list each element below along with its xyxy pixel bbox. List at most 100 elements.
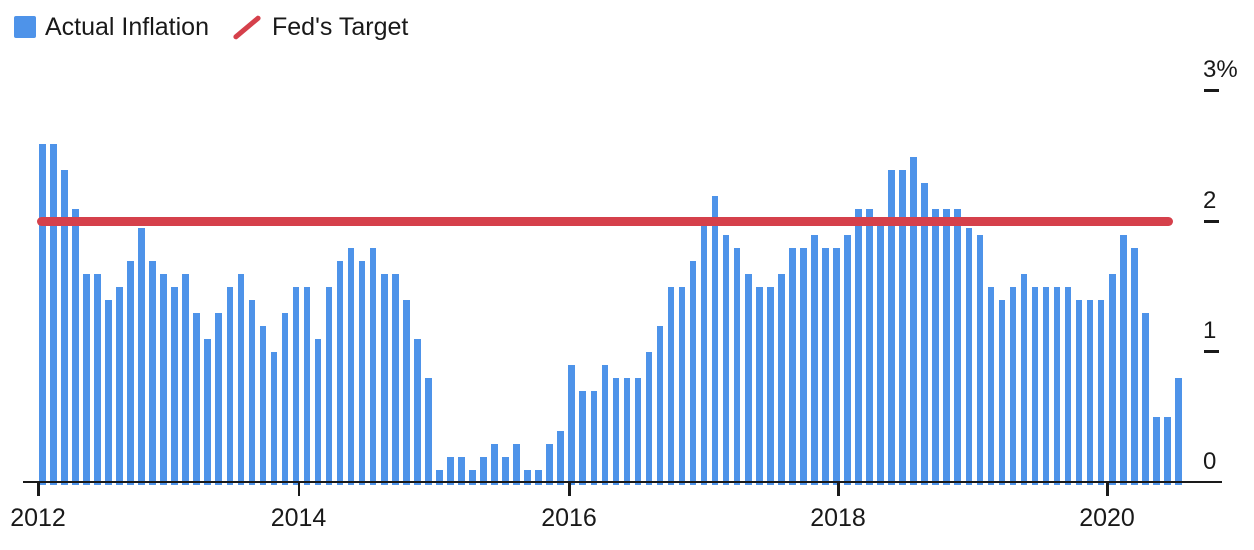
inflation-bar: [325, 287, 333, 485]
inflation-bar: [987, 287, 995, 485]
inflation-bar: [667, 287, 675, 485]
inflation-bar: [711, 195, 719, 485]
inflation-bar: [954, 208, 962, 485]
inflation-bar: [921, 182, 928, 485]
inflation-bar: [568, 365, 576, 485]
inflation-bar: [480, 456, 487, 485]
inflation-bar: [436, 469, 443, 485]
inflation-bar: [678, 287, 686, 485]
inflation-bar: [590, 391, 598, 485]
feds-target-line: [37, 217, 1173, 227]
inflation-bar: [833, 247, 840, 485]
inflation-bar: [380, 274, 388, 485]
inflation-bar: [976, 234, 984, 485]
inflation-bar: [1086, 300, 1094, 485]
inflation-bar: [778, 274, 785, 485]
x-axis-year-label: 2020: [1079, 504, 1135, 532]
legend-feds-target-label: Fed's Target: [272, 13, 409, 41]
inflation-bar: [601, 365, 609, 485]
inflation-bar: [557, 430, 564, 485]
inflation-bar: [347, 247, 355, 485]
inflation-bar: [226, 287, 234, 485]
inflation-bar: [215, 313, 223, 485]
x-axis-year-label: 2018: [810, 504, 866, 532]
inflation-bar: [1009, 287, 1017, 485]
inflation-bar: [138, 228, 145, 485]
inflation-bar: [193, 313, 200, 485]
chart-legend: Actual Inflation Fed's Target: [14, 13, 408, 41]
inflation-bar: [237, 274, 245, 485]
inflation-bar: [579, 391, 587, 485]
inflation-bar: [744, 274, 752, 485]
inflation-bar: [722, 234, 730, 485]
inflation-bar: [50, 143, 57, 485]
inflation-bar: [127, 260, 134, 485]
inflation-bar: [634, 378, 642, 485]
inflation-bar: [171, 287, 178, 485]
inflation-bar: [866, 208, 873, 485]
inflation-bar: [910, 156, 917, 485]
inflation-bar: [425, 378, 432, 485]
inflation-bar: [248, 300, 256, 485]
inflation-bar: [998, 300, 1006, 485]
inflation-bar: [314, 339, 322, 485]
inflation-bar: [259, 326, 267, 485]
inflation-bar: [303, 287, 311, 485]
inflation-bar: [733, 247, 741, 485]
inflation-bar: [612, 378, 620, 485]
x-axis-tick: [568, 483, 571, 496]
inflation-bar: [469, 469, 476, 485]
inflation-bar: [149, 260, 156, 485]
inflation-bar: [965, 228, 973, 485]
inflation-bar: [700, 221, 708, 485]
inflation-bar: [755, 287, 763, 485]
inflation-bar: [1153, 417, 1160, 485]
inflation-bar: [447, 456, 454, 485]
x-axis-year-label: 2016: [541, 504, 597, 532]
inflation-bar: [391, 274, 399, 485]
inflation-bar: [689, 260, 697, 485]
inflation-bar: [877, 221, 884, 485]
inflation-bar: [270, 352, 278, 485]
inflation-bar: [1164, 417, 1171, 485]
inflation-bar: [888, 169, 895, 485]
inflation-bar: [535, 469, 542, 485]
inflation-bar: [656, 326, 664, 485]
inflation-bar: [811, 234, 818, 485]
inflation-bar: [182, 274, 189, 485]
inflation-bar: [160, 274, 167, 485]
inflation-bar: [1175, 378, 1182, 485]
inflation-bar: [1097, 300, 1105, 485]
legend-actual-inflation-label: Actual Inflation: [45, 13, 209, 41]
inflation-bar: [789, 247, 796, 485]
inflation-bar: [1119, 234, 1127, 485]
inflation-bar: [822, 247, 829, 485]
y-axis-tick-label: 1: [1203, 317, 1217, 345]
inflation-bar: [1108, 274, 1116, 485]
inflation-bar: [39, 143, 46, 485]
y-axis-tick-dash: [1204, 219, 1219, 223]
inflation-bar: [94, 274, 101, 485]
inflation-bar: [1075, 300, 1083, 485]
inflation-bar: [336, 260, 344, 485]
inflation-bar: [292, 287, 300, 485]
inflation-bar: [943, 208, 951, 485]
inflation-bar: [1020, 274, 1028, 485]
inflation-bar: [491, 443, 498, 485]
feds-target-line-icon: [231, 14, 263, 41]
x-axis-tick: [1106, 483, 1109, 496]
inflation-bar: [72, 208, 79, 485]
x-axis-tick: [837, 483, 840, 496]
inflation-bar: [1042, 287, 1050, 485]
y-axis-tick-dash: [1204, 350, 1219, 354]
inflation-bar: [546, 443, 553, 485]
inflation-bar: [116, 287, 123, 485]
inflation-bar: [414, 339, 421, 485]
inflation-bar: [402, 300, 410, 485]
x-axis-tick: [297, 483, 300, 496]
inflation-bar: [358, 260, 366, 485]
inflation-bar: [855, 208, 862, 485]
y-axis-tick-label: 0: [1203, 447, 1217, 475]
inflation-bar: [1053, 287, 1061, 485]
